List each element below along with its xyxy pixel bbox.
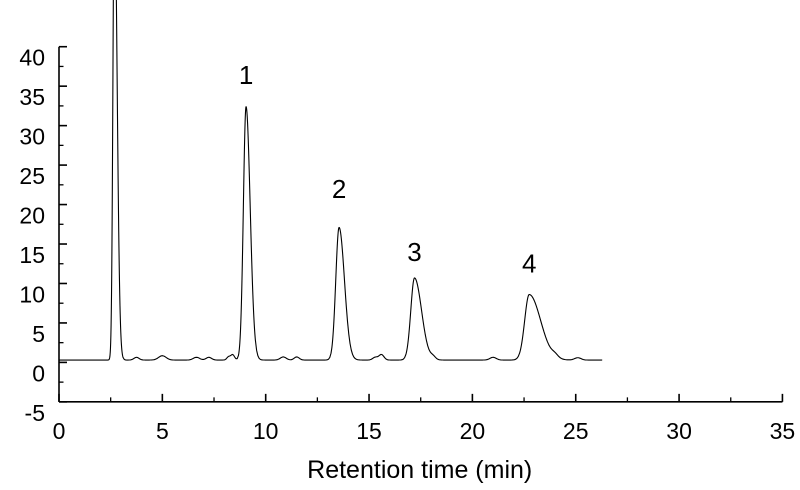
- svg-text:5: 5: [156, 418, 169, 444]
- svg-text:10: 10: [19, 281, 45, 307]
- svg-text:15: 15: [356, 418, 382, 444]
- svg-text:25: 25: [19, 163, 45, 189]
- svg-text:3: 3: [407, 237, 421, 267]
- svg-text:25: 25: [563, 418, 589, 444]
- svg-text:0: 0: [32, 360, 45, 386]
- svg-text:5: 5: [32, 321, 45, 347]
- svg-text:10: 10: [253, 418, 279, 444]
- svg-text:0: 0: [53, 418, 66, 444]
- svg-text:35: 35: [770, 418, 796, 444]
- svg-text:1: 1: [239, 60, 253, 90]
- svg-text:20: 20: [460, 418, 486, 444]
- svg-text:15: 15: [19, 242, 45, 268]
- svg-text:30: 30: [19, 124, 45, 150]
- svg-text:30: 30: [666, 418, 692, 444]
- svg-text:-5: -5: [25, 400, 45, 426]
- svg-text:4: 4: [522, 249, 536, 279]
- svg-text:35: 35: [19, 84, 45, 110]
- svg-text:20: 20: [19, 203, 45, 229]
- svg-text:40: 40: [19, 45, 45, 71]
- svg-text:Retention time (min): Retention time (min): [307, 456, 532, 484]
- svg-text:2: 2: [332, 174, 346, 204]
